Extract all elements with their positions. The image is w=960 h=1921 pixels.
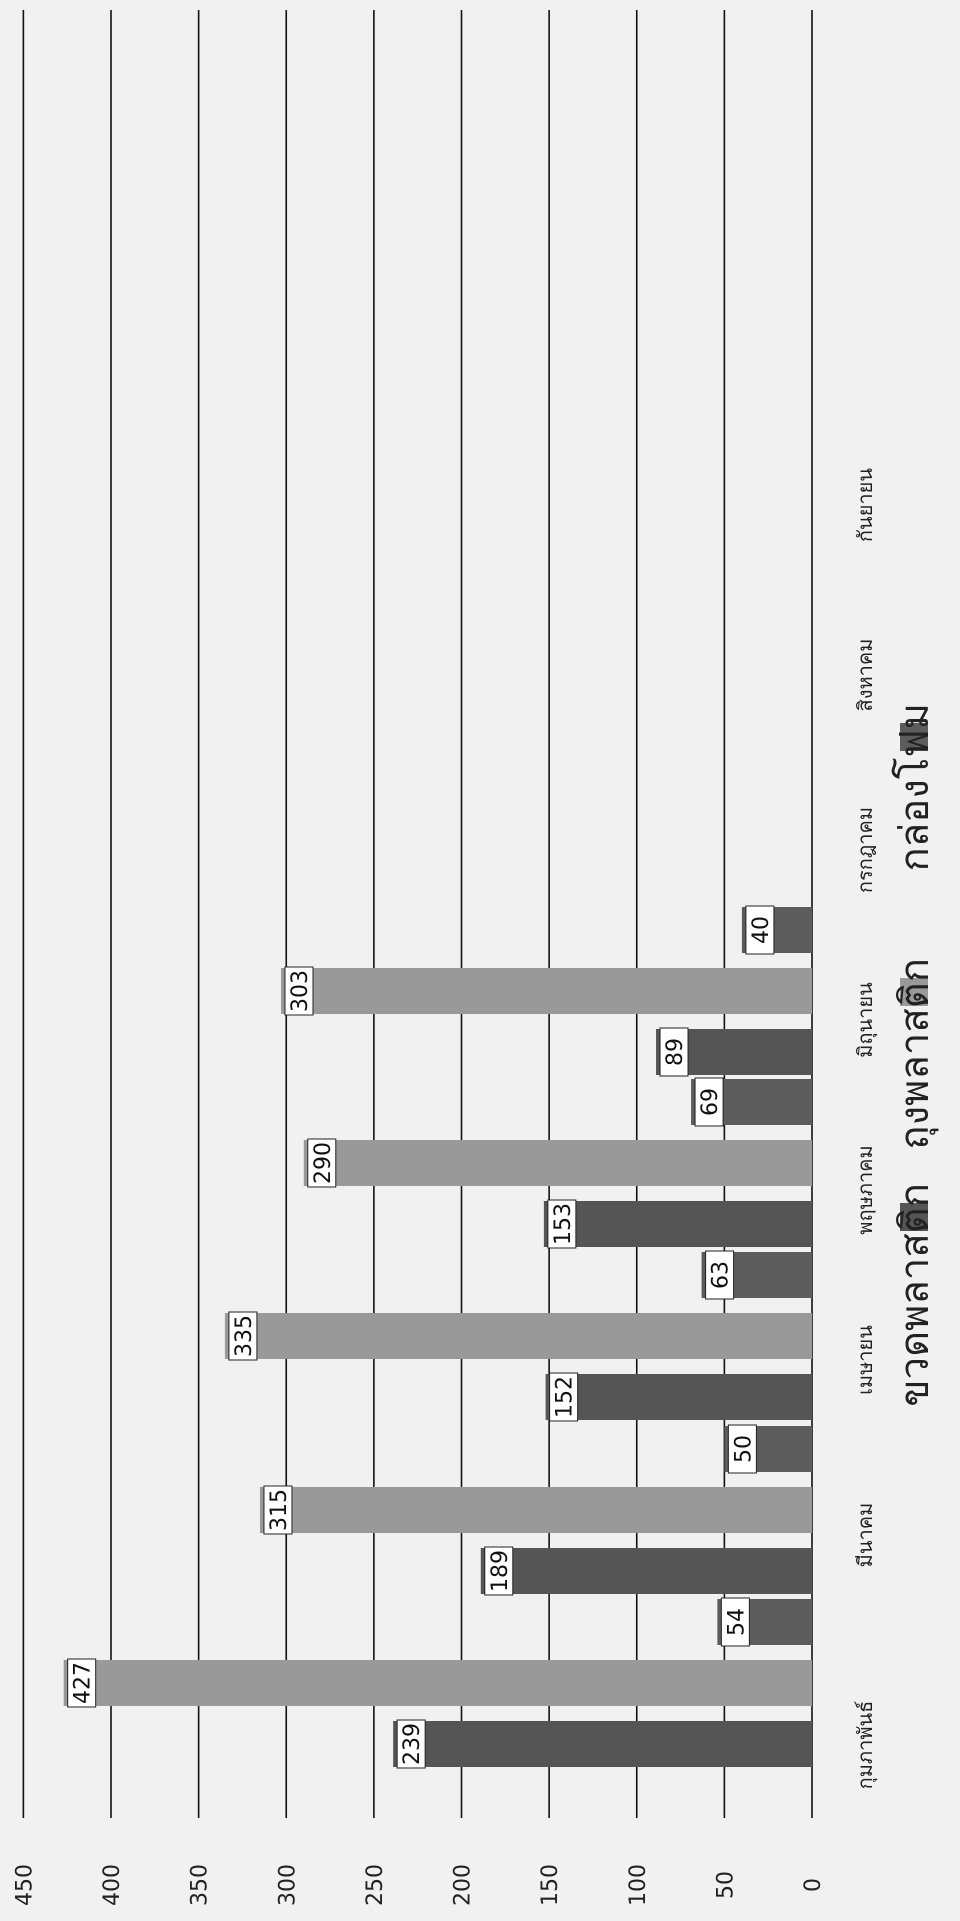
legend-label: ขวดพลาสติก	[892, 1183, 938, 1407]
legend-swatch	[900, 978, 928, 1006]
data-label: 69	[698, 1088, 723, 1116]
category-label: พฤษภาคม	[853, 1145, 877, 1234]
data-label-box	[720, 1597, 750, 1647]
legend-label: ถุงพลาสติก	[892, 958, 939, 1150]
gridlines	[22, 10, 813, 1818]
data-label: 50	[731, 1435, 756, 1463]
data-label: 152	[553, 1376, 578, 1418]
bar	[63, 1660, 813, 1706]
data-label: 189	[488, 1550, 513, 1592]
bar	[224, 1313, 813, 1359]
data-label-box	[745, 905, 775, 955]
data-label-box	[284, 966, 314, 1016]
data-label-box	[228, 1311, 258, 1361]
data-label-box	[307, 1138, 337, 1188]
data-label-box	[396, 1719, 426, 1769]
data-label-box	[263, 1485, 293, 1535]
bar	[303, 1140, 812, 1186]
legend: ขวดพลาสติก ถุงพลาสติก กล่องโฟม	[892, 703, 939, 1407]
value-tick-label: 400	[100, 1864, 125, 1906]
value-tick-label: 100	[626, 1864, 651, 1906]
legend-swatch	[900, 723, 928, 751]
data-label-box	[549, 1372, 579, 1422]
data-label: 153	[551, 1203, 576, 1245]
category-axis-labels: กุมภาพันธ์ มีนาคม เมษายน พฤษภาคม มิถุนายน กรก…	[853, 468, 878, 1790]
bar	[280, 968, 812, 1014]
legend-swatch	[900, 1203, 928, 1231]
value-tick-label: 0	[801, 1878, 826, 1892]
data-label: 63	[709, 1261, 734, 1289]
value-axis-tick-labels: 0 50 100 150 200 250 300 350 400 450	[12, 1864, 826, 1906]
category-label: กรกฎาคม	[853, 807, 877, 893]
bar	[259, 1487, 812, 1533]
data-label: 427	[71, 1662, 96, 1704]
value-tick-label: 350	[188, 1864, 213, 1906]
value-tick-label: 450	[12, 1864, 37, 1906]
data-label-box	[67, 1658, 97, 1708]
value-tick-label: 300	[275, 1864, 300, 1906]
category-label: มิถุนายน	[853, 982, 878, 1058]
category-label: สิงหาคม	[853, 639, 877, 712]
bar	[393, 1721, 812, 1767]
value-tick-label: 250	[363, 1864, 388, 1906]
bar	[480, 1548, 812, 1594]
data-label: 239	[400, 1723, 425, 1765]
data-label: 54	[724, 1608, 749, 1636]
category-label: กันยายน	[853, 468, 877, 542]
data-label-box	[659, 1027, 689, 1077]
bar	[545, 1374, 812, 1420]
data-label-box	[727, 1424, 757, 1474]
category-label: เมษายน	[853, 1325, 877, 1395]
category-label: กุมภาพันธ์	[853, 1701, 878, 1790]
data-label-box	[547, 1199, 577, 1249]
category-label: มีนาคม	[853, 1503, 877, 1568]
data-label-box	[484, 1546, 514, 1596]
value-tick-label: 150	[538, 1864, 563, 1906]
data-label: 315	[267, 1489, 292, 1531]
bar	[543, 1201, 812, 1247]
value-tick-label: 50	[713, 1871, 738, 1899]
data-label: 40	[749, 916, 774, 944]
value-tick-label: 200	[451, 1864, 476, 1906]
data-label: 303	[288, 970, 313, 1012]
data-label: 290	[311, 1142, 336, 1184]
data-label: 335	[232, 1315, 257, 1357]
data-label-box	[705, 1250, 735, 1300]
bar-marks: 239 189 152 153 89 427 315 335 290 303 54 50 63 69 40	[63, 905, 813, 1769]
data-label: 89	[663, 1038, 688, 1066]
legend-label: กล่องโฟม	[892, 703, 938, 871]
data-label-box	[694, 1077, 724, 1127]
